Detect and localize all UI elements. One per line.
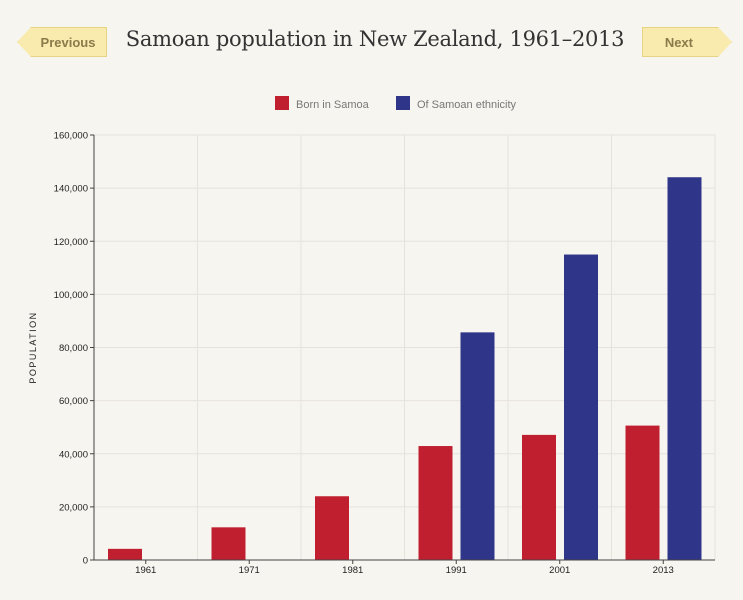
y-tick-label: 140,000 bbox=[54, 184, 88, 195]
x-axis-ticks: 1961 1971 1981 1991 2001 2013 bbox=[135, 560, 674, 576]
bar-samoan-ethnicity-2001 bbox=[564, 254, 598, 560]
x-tick-label: 1961 bbox=[135, 565, 156, 576]
bar-born-in-samoa-1991 bbox=[418, 446, 453, 560]
next-button[interactable]: Next bbox=[642, 27, 732, 57]
legend-samoan-ethnicity-swatch bbox=[396, 96, 410, 110]
y-tick-label: 120,000 bbox=[54, 237, 88, 248]
x-tick-label: 2001 bbox=[549, 565, 570, 576]
next-button-label: Next bbox=[664, 34, 693, 50]
x-tick-label: 2013 bbox=[653, 565, 674, 576]
gridlines bbox=[94, 134, 716, 560]
bar-samoan-ethnicity-1991 bbox=[460, 332, 495, 560]
y-tick-label: 60,000 bbox=[59, 396, 88, 407]
legend-samoan-ethnicity-label: Of Samoan ethnicity bbox=[417, 99, 517, 111]
y-tick-label: 100,000 bbox=[54, 290, 88, 301]
y-axis-ticks: 0 20,000 40,000 60,000 80,000 100,000 120,000 1… bbox=[54, 131, 94, 567]
bar-born-in-samoa-2013 bbox=[625, 425, 660, 560]
previous-button-label: Previous bbox=[40, 34, 96, 50]
y-axis-label: POPULATION bbox=[28, 311, 38, 383]
bar-born-in-samoa-2001 bbox=[522, 434, 556, 560]
legend: Born in Samoa Of Samoan ethnicity bbox=[275, 96, 517, 111]
bar-born-in-samoa-1981 bbox=[315, 496, 349, 560]
legend-born-in-samoa-swatch bbox=[275, 96, 289, 110]
y-tick-label: 0 bbox=[83, 556, 88, 567]
y-tick-label: 20,000 bbox=[59, 502, 88, 513]
x-tick-label: 1971 bbox=[239, 565, 260, 576]
x-tick-label: 1981 bbox=[342, 565, 363, 576]
bar-born-in-samoa-1961 bbox=[108, 548, 142, 560]
bars bbox=[108, 177, 702, 560]
previous-button[interactable]: Previous bbox=[17, 27, 107, 57]
y-tick-label: 40,000 bbox=[59, 449, 88, 460]
y-tick-label: 160,000 bbox=[54, 131, 88, 142]
legend-born-in-samoa-label: Born in Samoa bbox=[296, 99, 370, 111]
bar-samoan-ethnicity-2013 bbox=[667, 177, 702, 560]
y-tick-label: 80,000 bbox=[59, 343, 88, 354]
chart-title: Samoan population in New Zealand, 1961–2… bbox=[125, 27, 625, 51]
x-tick-label: 1991 bbox=[446, 565, 467, 576]
bar-born-in-samoa-1971 bbox=[211, 527, 246, 560]
